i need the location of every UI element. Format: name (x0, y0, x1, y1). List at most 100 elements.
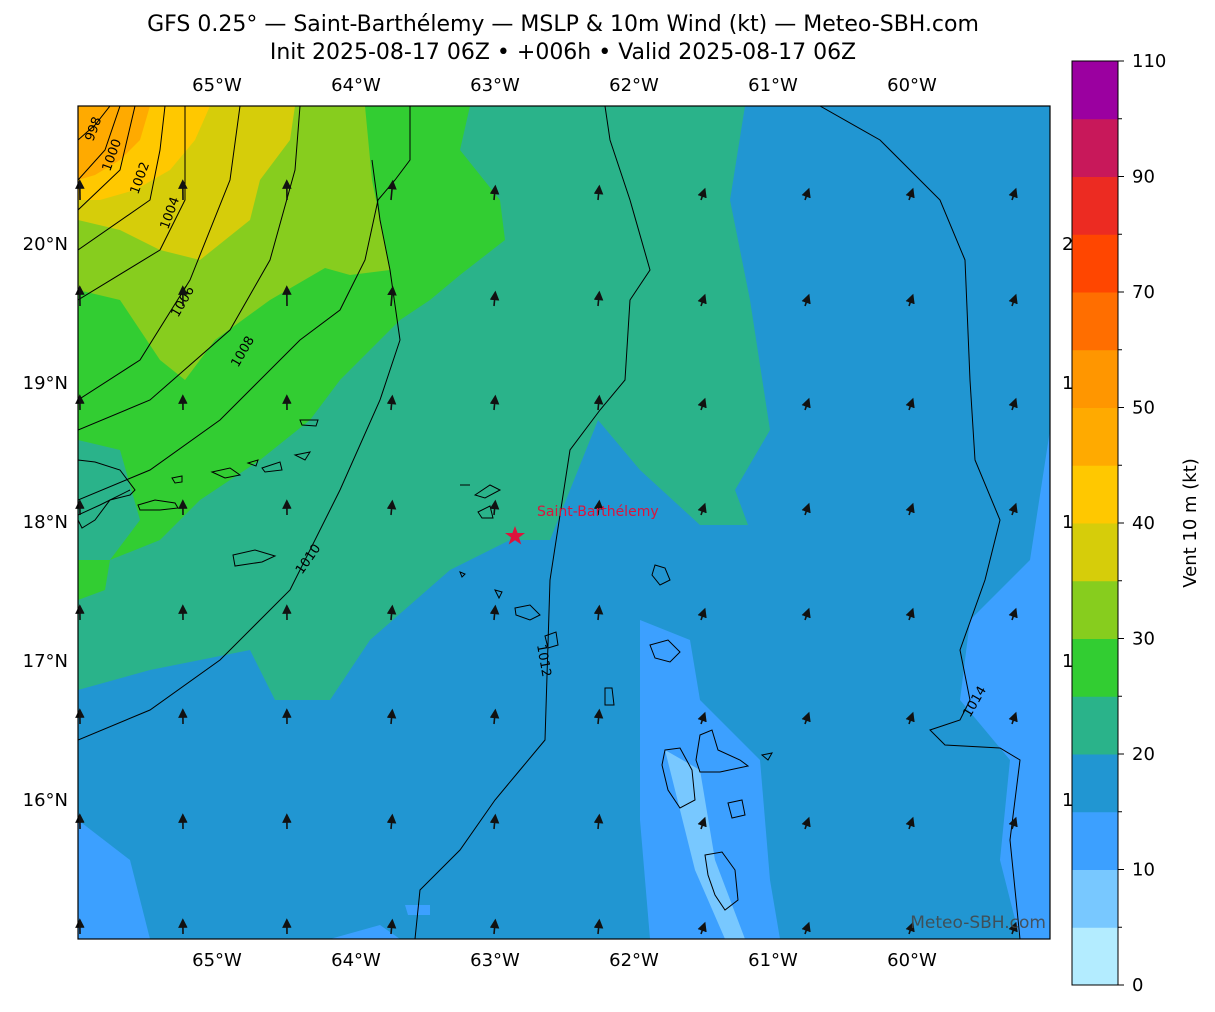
colorbar-band (1072, 118, 1118, 177)
lat-tick-19: 19°N (23, 373, 68, 394)
wind-arrow (905, 293, 915, 307)
lon-tick-bottom-63: 63°W (470, 950, 520, 971)
wind-arrow (697, 502, 707, 516)
wind-arrow (489, 499, 500, 516)
wind-arrow (593, 708, 604, 725)
wind-arrow (697, 607, 707, 621)
wind-arrow (801, 921, 811, 935)
wind-arrow (489, 918, 500, 935)
wind-arrow (697, 293, 707, 307)
wind-arrow (697, 816, 707, 830)
wind-arrow (697, 711, 707, 725)
wind-arrow (593, 290, 604, 307)
colorbar-band (1072, 580, 1118, 639)
wind-arrow (697, 397, 707, 411)
wind-speed-fill (78, 106, 1050, 939)
wind-arrow (489, 394, 500, 411)
lat-tick-17: 17°N (23, 651, 68, 672)
colorbar-band (1072, 465, 1118, 524)
place-marker: Saint-Barthélemy (505, 504, 659, 545)
wind-arrow (905, 397, 915, 411)
lon-tick-bottom-60: 60°W (887, 950, 937, 971)
wind-arrow (386, 708, 397, 725)
top-lon-ticks: 65°W 64°W 63°W 62°W 61°W 60°W (192, 75, 937, 96)
wind-arrow (593, 394, 604, 411)
lon-tick-bottom-64: 64°W (331, 950, 381, 971)
colorbar-band (1072, 696, 1118, 755)
colorbar-band (1072, 292, 1118, 351)
colorbar-band (1072, 407, 1118, 466)
colorbar-band (1072, 811, 1118, 870)
wind-arrow (593, 604, 604, 621)
colorbar-tick-label: 10 (1132, 860, 1155, 881)
colorbar-band (1072, 638, 1118, 697)
colorbar-band (1072, 869, 1118, 928)
lon-tick-top-62: 62°W (609, 75, 659, 96)
lon-tick-top-61: 61°W (748, 75, 798, 96)
colorbar-tick-label: 40 (1132, 513, 1155, 534)
wind-arrow (593, 184, 604, 201)
wind-arrow (1008, 607, 1018, 621)
wind-arrow (1008, 293, 1018, 307)
right-lat-partial-20: 2 (1062, 234, 1073, 255)
wind-arrow (593, 499, 604, 516)
lon-tick-top-65: 65°W (192, 75, 242, 96)
lon-tick-bottom-62: 62°W (609, 950, 659, 971)
wind-arrow (593, 813, 604, 830)
wind-arrow (801, 293, 811, 307)
wind-arrow (386, 394, 397, 411)
wind-arrow (1008, 921, 1018, 935)
wind-arrow (905, 607, 915, 621)
colorbar-band (1072, 176, 1118, 235)
wind-arrow (489, 708, 500, 725)
wind-arrow (489, 184, 500, 201)
wind-arrow (387, 179, 397, 201)
colorbar-band (1072, 234, 1118, 293)
colorbar-tick-label: 110 (1132, 51, 1166, 72)
wind-arrow (801, 607, 811, 621)
colorbar (1072, 61, 1118, 986)
lat-tick-16: 16°N (23, 790, 68, 811)
colorbar-band (1072, 61, 1118, 120)
place-label: Saint-Barthélemy (537, 504, 659, 520)
wind-arrow (905, 816, 915, 830)
isobar-lines (78, 106, 1021, 939)
wind-arrow (801, 397, 811, 411)
lon-tick-bottom-65: 65°W (192, 950, 242, 971)
wind-arrow (801, 816, 811, 830)
right-lat-partial-18: 1 (1062, 512, 1073, 533)
isobar-label-1012: 1012 (533, 643, 554, 678)
right-lat-ticks-clipped: 2 1 1 1 1 (1062, 234, 1073, 811)
left-lat-ticks: 20°N 19°N 18°N 17°N 16°N (23, 234, 68, 811)
lat-tick-18: 18°N (23, 512, 68, 533)
lon-tick-top-64: 64°W (331, 75, 381, 96)
colorbar-tick-label: 50 (1132, 398, 1155, 419)
bottom-lon-ticks: 65°W 64°W 63°W 62°W 61°W 60°W (192, 950, 937, 971)
wind-arrow (489, 290, 500, 307)
colorbar-band (1072, 754, 1118, 813)
wind-arrow (1008, 502, 1018, 516)
wind-arrow (489, 813, 500, 830)
wind-arrow (489, 604, 500, 621)
wind-arrow (697, 187, 707, 201)
colorbar-tick-label: 70 (1132, 282, 1155, 303)
wind-arrow (1008, 397, 1018, 411)
wind-arrow (1008, 816, 1018, 830)
wind-arrow (801, 502, 811, 516)
wind-arrow (697, 921, 707, 935)
lon-tick-top-60: 60°W (887, 75, 937, 96)
lat-tick-20: 20°N (23, 234, 68, 255)
wind-arrow (905, 502, 915, 516)
lon-tick-top-63: 63°W (470, 75, 520, 96)
colorbar-tick-label: 0 (1132, 975, 1143, 996)
wind-arrow (386, 813, 397, 830)
colorbar-band (1072, 523, 1118, 582)
wind-barbs (75, 179, 1018, 935)
right-lat-partial-19: 1 (1062, 373, 1073, 394)
right-lat-partial-16: 1 (1062, 790, 1073, 811)
map-title-line-2: Init 2025-08-17 06Z • +006h • Valid 2025… (269, 40, 857, 65)
colorbar-tick-label: 30 (1132, 629, 1155, 650)
wind-arrow (905, 921, 915, 935)
colorbar-band (1072, 927, 1118, 986)
